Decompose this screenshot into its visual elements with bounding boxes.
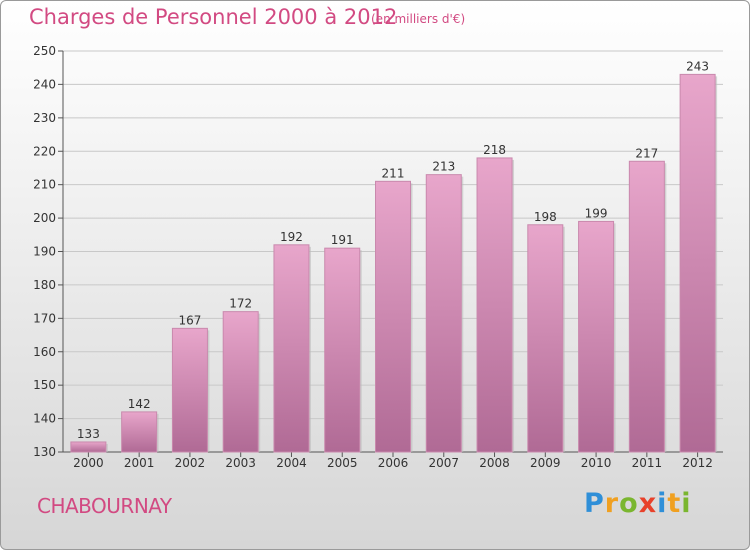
value-label: 167 (178, 313, 201, 327)
value-label: 198 (534, 210, 557, 224)
value-label: 172 (229, 297, 252, 311)
x-tick-label: 2003 (225, 456, 256, 470)
y-tick-label: 180 (33, 278, 56, 292)
y-tick-label: 140 (33, 412, 56, 426)
x-tick-label: 2009 (530, 456, 561, 470)
y-tick-label: 250 (33, 44, 56, 58)
bar-2003 (222, 311, 259, 453)
value-label: 199 (585, 206, 608, 220)
bar-2010 (578, 220, 615, 453)
value-label: 243 (686, 59, 709, 73)
x-tick-label: 2008 (479, 456, 510, 470)
value-label: 133 (77, 427, 100, 441)
labels: 130 140 150 160 170 180 190 200 210 220 230 240 250 1… (33, 44, 713, 470)
chart-unit: (en milliers d'€) (371, 12, 466, 26)
x-tick-label: 2005 (327, 456, 358, 470)
value-label: 218 (483, 143, 506, 157)
bar-2008 (476, 157, 513, 453)
value-label: 192 (280, 230, 303, 244)
bars (70, 73, 718, 453)
bar-2012 (679, 73, 716, 453)
value-label: 217 (635, 146, 658, 160)
y-tick-label: 130 (33, 445, 56, 459)
bar-2005 (324, 247, 361, 453)
y-tick-label: 160 (33, 345, 56, 359)
bar-2001 (121, 411, 158, 453)
bar-2002 (171, 327, 208, 453)
x-tick-label: 2004 (276, 456, 307, 470)
value-label: 191 (331, 233, 354, 247)
y-tick-label: 230 (33, 111, 56, 125)
y-tick-label: 190 (33, 245, 56, 259)
x-tick-label: 2012 (682, 456, 713, 470)
x-tick-label: 2010 (581, 456, 612, 470)
bar-2004 (273, 244, 310, 453)
y-tick-label: 220 (33, 144, 56, 158)
x-tick-label: 2002 (175, 456, 206, 470)
chart-title: Charges de Personnel 2000 à 2012 (29, 5, 398, 29)
y-tick-label: 150 (33, 378, 56, 392)
x-tick-label: 2001 (124, 456, 155, 470)
x-tick-label: 2011 (632, 456, 663, 470)
x-tick-label: 2007 (428, 456, 459, 470)
value-label: 213 (432, 160, 455, 174)
place-name: CHABOURNAY (37, 494, 172, 518)
bar-2006 (375, 180, 411, 453)
value-label: 142 (128, 397, 151, 411)
y-tick-label: 170 (33, 311, 56, 325)
y-tick-label: 240 (33, 77, 56, 91)
bar-2009 (527, 224, 564, 453)
x-tick-label: 2000 (73, 456, 104, 470)
value-label: 211 (382, 166, 405, 180)
y-tick-label: 200 (33, 211, 56, 225)
bar-2000 (70, 441, 107, 453)
x-tick-label: 2006 (378, 456, 409, 470)
bar-2011 (628, 160, 665, 453)
bar-2007 (425, 174, 462, 453)
proxiti-logo: Proxiti (584, 488, 692, 519)
y-tick-label: 210 (33, 178, 56, 192)
